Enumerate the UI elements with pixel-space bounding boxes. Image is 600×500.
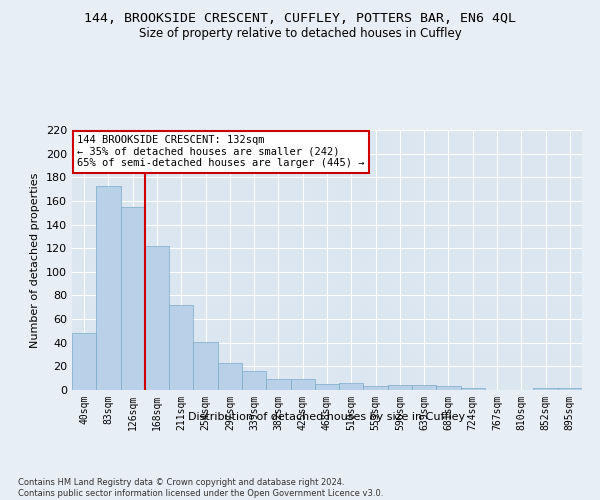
Bar [193,342,218,390]
Bar [412,386,436,390]
Bar [266,380,290,390]
Text: Distribution of detached houses by size in Cuffley: Distribution of detached houses by size … [188,412,466,422]
Text: 144, BROOKSIDE CRESCENT, CUFFLEY, POTTERS BAR, EN6 4QL: 144, BROOKSIDE CRESCENT, CUFFLEY, POTTER… [84,12,516,26]
Bar [558,388,582,390]
Text: Contains HM Land Registry data © Crown copyright and database right 2024.
Contai: Contains HM Land Registry data © Crown c… [18,478,383,498]
Bar [436,386,461,390]
Bar [339,383,364,390]
Bar [290,380,315,390]
Bar [218,363,242,390]
Bar [315,384,339,390]
Bar [388,386,412,390]
Y-axis label: Number of detached properties: Number of detached properties [31,172,40,348]
Bar [364,386,388,390]
Bar [533,388,558,390]
Bar [461,388,485,390]
Text: 144 BROOKSIDE CRESCENT: 132sqm
← 35% of detached houses are smaller (242)
65% of: 144 BROOKSIDE CRESCENT: 132sqm ← 35% of … [77,135,365,168]
Bar [96,186,121,390]
Bar [242,371,266,390]
Bar [72,334,96,390]
Bar [121,207,145,390]
Text: Size of property relative to detached houses in Cuffley: Size of property relative to detached ho… [139,28,461,40]
Bar [145,246,169,390]
Bar [169,305,193,390]
